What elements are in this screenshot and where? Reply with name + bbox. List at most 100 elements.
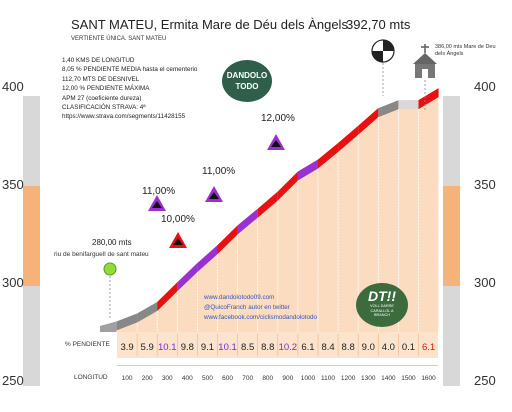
gradient-label: 3.9 (120, 342, 133, 353)
link-website[interactable]: www.dandolotodo09.com (204, 294, 275, 301)
profile-segment (418, 88, 439, 110)
profile-leadin (100, 321, 117, 332)
y-tick-right: 350 (474, 177, 496, 192)
y-tick-right: 250 (474, 373, 496, 388)
profile-segment (157, 282, 178, 311)
profile-segment (378, 100, 399, 118)
profile-fill (257, 191, 278, 332)
link-facebook[interactable]: www.facebook.com/ciclismodandolotodo (204, 314, 318, 321)
peak-label: 11,00% (202, 166, 235, 177)
profile-fill (338, 125, 359, 333)
x-tick-label: 1200 (341, 375, 356, 382)
profile-fill (418, 88, 439, 332)
profile-segment (318, 143, 339, 169)
profile-fill (398, 100, 419, 332)
x-tick-label: 500 (202, 375, 213, 382)
info-line: 12,00 % PENDIENTE MÁXIMA (62, 85, 150, 93)
start-altitude: 280,00 mts (92, 238, 132, 247)
profile-segment (338, 125, 359, 153)
profile-segment (358, 108, 379, 135)
gradient-label: 8.5 (241, 342, 254, 353)
start-marker-icon (103, 262, 117, 276)
summit-flag-icon (371, 39, 395, 63)
page-subtitle: VERTIENTE ÚNICA. SANT MATEU (71, 36, 167, 42)
x-tick-label: 700 (242, 375, 253, 382)
gradient-label: 9.8 (181, 342, 194, 353)
x-tick-label: 800 (262, 375, 273, 382)
gradient-label: 5.9 (141, 342, 154, 353)
profile-fill (277, 171, 298, 332)
gradient-label: 6.1 (422, 342, 435, 353)
profile-fill (297, 159, 318, 332)
dandolo-logo-text: DANDOLO TODO (226, 71, 268, 91)
summit-label: 386,00 mts Mare de Deu dels Àngels (435, 44, 496, 57)
profile-segment (137, 301, 158, 323)
page-title: SANT MATEU, Ermita Mare de Déu dels Ànge… (71, 17, 348, 32)
peak-label: 11,00% (142, 186, 175, 197)
x-tick-label: 400 (182, 375, 193, 382)
gradient-label: 8.8 (342, 342, 355, 353)
info-line: 1,40 KMS DE LONGITUD (62, 57, 135, 64)
profile-segment (197, 245, 218, 272)
gradient-label: 8.4 (321, 342, 334, 353)
start-name: riu de benifarguell de sant mateu (54, 251, 149, 258)
profile-fill (217, 225, 238, 332)
y-tick-left: 300 (2, 275, 24, 290)
y-tick-left: 400 (2, 79, 24, 94)
chapel-icon (413, 44, 437, 78)
gradient-label: 8.8 (261, 342, 274, 353)
gradient-label: 6.1 (301, 342, 314, 353)
profile-segment (297, 159, 318, 181)
x-tick-label: 100 (122, 375, 133, 382)
chapel-roof (413, 53, 437, 64)
profile-segment (277, 171, 298, 201)
gradient-label: 10.1 (218, 342, 237, 353)
x-tick-label: 1300 (361, 375, 376, 382)
y-tick-left: 350 (2, 177, 24, 192)
info-line: CLASIFICACIÓN STRAVA: 4ª (62, 104, 146, 112)
profile-fill (358, 108, 379, 332)
info-line: 112,70 MTS DE DESNIVEL (62, 75, 140, 83)
gradient-label: 9.1 (201, 342, 214, 353)
x-tick-label: 900 (282, 375, 293, 382)
y-tick-right: 300 (474, 275, 496, 290)
profile-segment (217, 225, 238, 255)
y-tick-left: 250 (2, 373, 24, 388)
dt-logo-main: DT!! (368, 288, 396, 304)
profile-fill (237, 208, 258, 332)
profile-segment (177, 262, 198, 292)
gradient-label: 4.0 (382, 342, 395, 353)
gradient-label: 0.1 (402, 342, 415, 353)
x-tick-label: 1100 (321, 375, 335, 382)
profile-segment (398, 100, 419, 110)
peak-triangle-inner (152, 201, 162, 208)
profile-segment (257, 191, 278, 218)
peak-triangle-inner (173, 238, 183, 245)
peak-triangle-inner (271, 140, 281, 147)
x-tick-label: 1600 (421, 375, 436, 382)
link-twitter[interactable]: @QuicoFranch autor en twitter (204, 304, 290, 311)
summit-flag-quad (383, 40, 394, 51)
gradient-label: 10.1 (158, 342, 177, 353)
distance-row-label: LONGITUD (74, 374, 108, 381)
x-tick-label: 1500 (401, 375, 416, 382)
x-tick-label: 300 (162, 375, 173, 382)
info-line: 8,05 % PENDIENTE MEDIA hasta el cementer… (62, 66, 198, 74)
peak-label: 10,00% (161, 214, 195, 225)
x-tick-label: 200 (142, 375, 153, 382)
dt-logo: DT!! VOLL DARRE CARALLOL A BRANCH (356, 283, 408, 327)
x-tick-label: 1000 (301, 375, 316, 382)
peak-label: 12,00% (261, 113, 295, 124)
left-altitude-scale (23, 96, 40, 386)
gradient-label: 9.0 (362, 342, 375, 353)
profile-fill (318, 143, 339, 332)
info-line[interactable]: https://www.strava.com/segments/11428155 (62, 113, 186, 121)
y-tick-right: 400 (474, 79, 496, 94)
right-altitude-scale (443, 96, 460, 386)
x-tick-label: 1400 (381, 375, 396, 382)
peak-triangle-inner (209, 192, 219, 199)
summit-altitude: 392,70 mts (346, 17, 411, 32)
summit-flag-quad (372, 51, 383, 62)
